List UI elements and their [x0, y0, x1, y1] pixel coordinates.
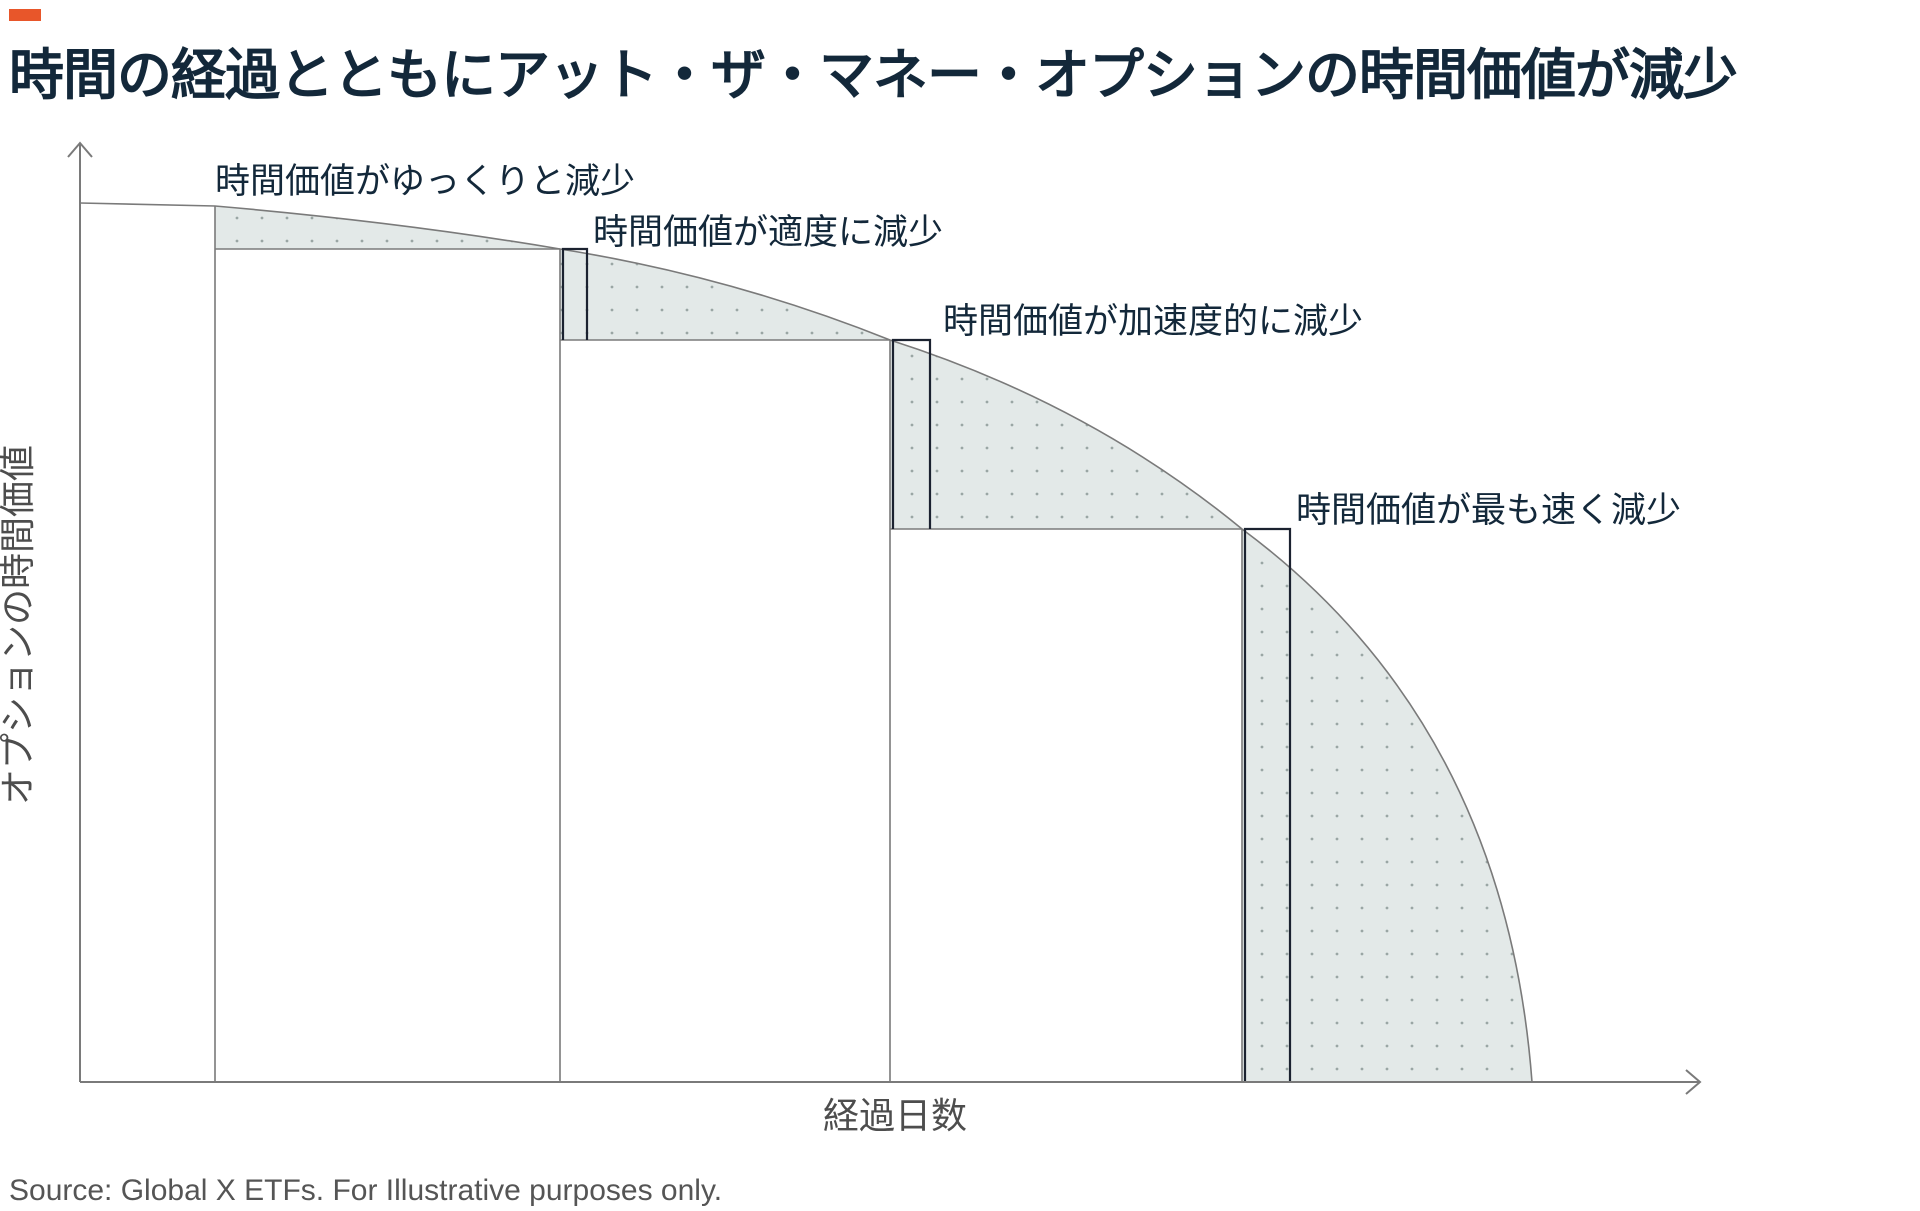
decay-band-3 — [890, 340, 1242, 529]
stage-bracket-4 — [1243, 527, 1292, 1082]
y-axis-arrow — [67, 141, 93, 158]
y-axis-label: オプションの時間価値 — [0, 445, 39, 805]
stage-label-fastest: 時間価値が最も速く減少 — [1296, 491, 1681, 531]
x-axis-arrow — [1685, 1069, 1702, 1095]
stage-label-accelerating: 時間価値が加速度的に減少 — [943, 302, 1363, 342]
time-value-curve — [79, 202, 1533, 1083]
decay-band-1 — [215, 206, 560, 249]
stage-label-slow: 時間価値がゆっくりと減少 — [215, 162, 635, 202]
decay-band-4 — [1242, 529, 1532, 1082]
stage-bracket-2 — [561, 247, 589, 340]
stage-bracket-3 — [891, 338, 932, 529]
decay-band-2 — [560, 249, 890, 340]
page-title: 時間の経過とともにアット・ザ・マネー・オプションの時間価値が減少 — [9, 43, 1738, 107]
stage-label-moderate: 時間価値が適度に減少 — [593, 213, 943, 253]
x-axis-label: 経過日数 — [823, 1096, 967, 1137]
accent-bar — [9, 9, 41, 21]
source-note: Source: Global X ETFs. For Illustrative … — [9, 1174, 723, 1207]
